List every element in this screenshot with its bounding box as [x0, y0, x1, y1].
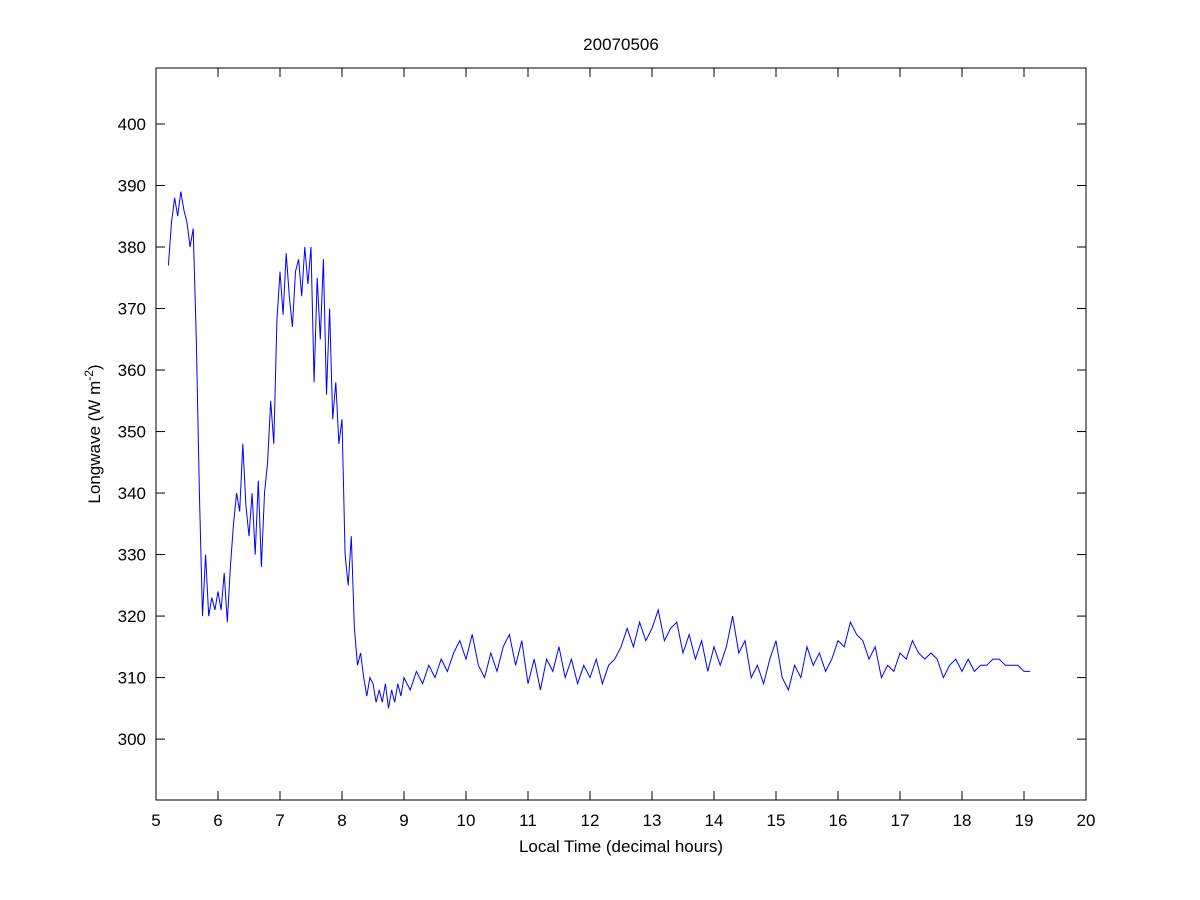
y-tick-label: 330: [118, 546, 146, 565]
y-tick-label: 300: [118, 730, 146, 749]
x-tick-label: 10: [457, 811, 476, 830]
x-tick-label: 11: [519, 811, 537, 830]
y-axis-label-exponent: -2: [82, 370, 96, 381]
y-axis: 300 310 320 330 340 350 360 370 380 390 400: [118, 115, 1086, 749]
x-tick-label: 18: [953, 811, 972, 830]
x-tick-label: 9: [399, 811, 408, 830]
x-tick-label: 12: [581, 811, 600, 830]
x-tick-label: 14: [705, 811, 724, 830]
x-tick-label: 5: [151, 811, 160, 830]
y-tick-label: 400: [118, 115, 146, 134]
x-tick-label: 8: [337, 811, 346, 830]
y-tick-label: 310: [118, 669, 146, 688]
chart-title: 20070506: [583, 35, 659, 54]
y-tick-label: 390: [118, 176, 146, 195]
y-axis-label-main: Longwave (W m: [85, 381, 104, 504]
x-tick-label: 7: [275, 811, 284, 830]
x-axis-label: Local Time (decimal hours): [519, 837, 723, 856]
series-line-longwave: [167, 191, 1031, 709]
x-tick-label: 20: [1077, 811, 1096, 830]
x-tick-label: 16: [829, 811, 848, 830]
x-tick-label: 13: [643, 811, 662, 830]
y-tick-label: 370: [118, 300, 146, 319]
y-axis-label-end: ): [85, 364, 104, 370]
y-tick-label: 340: [118, 484, 146, 503]
x-tick-label: 15: [767, 811, 786, 830]
x-tick-label: 6: [213, 811, 222, 830]
y-axis-label: Longwave (W m-2): [82, 364, 104, 503]
x-tick-label: 19: [1015, 811, 1034, 830]
plot-frame: [155, 67, 1087, 801]
y-tick-label: 360: [118, 361, 146, 380]
y-tick-label: 320: [118, 607, 146, 626]
y-tick-label: 380: [118, 238, 146, 257]
x-tick-label: 17: [891, 811, 910, 830]
x-axis: 5 6 7 8 9 10 11 12 13 14 15 16 17 18 19 20: [151, 68, 1095, 830]
y-tick-label: 350: [118, 423, 146, 442]
